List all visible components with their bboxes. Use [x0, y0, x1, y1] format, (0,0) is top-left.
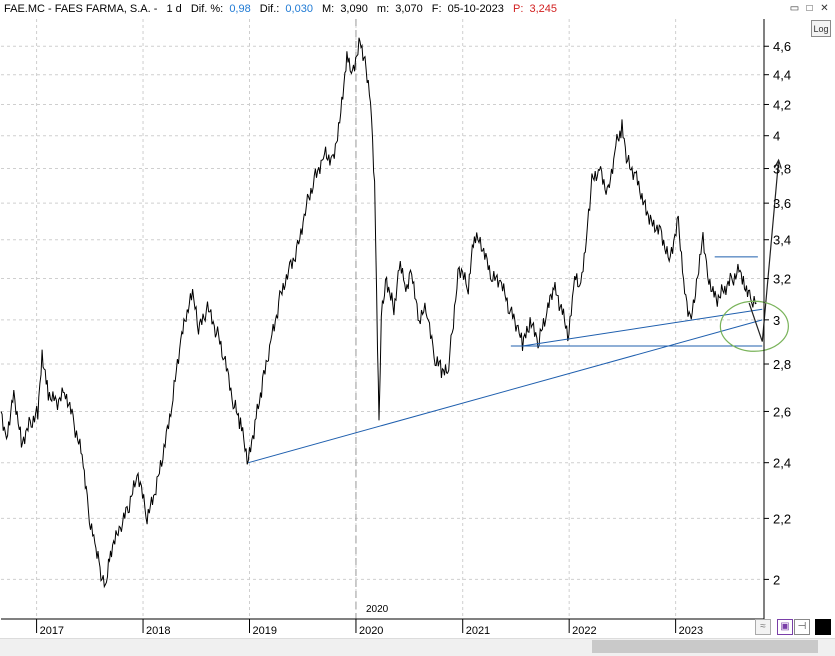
grid-lines — [1, 19, 764, 619]
y-tick-label: 3 — [773, 313, 780, 328]
y-tick-label: 2,8 — [773, 357, 791, 372]
price-value: 3,245 — [529, 3, 557, 15]
trendline — [248, 319, 763, 464]
min-value: 3,070 — [395, 3, 423, 15]
dif-value: 0,030 — [285, 3, 313, 15]
ticker-name: FAE.MC - FAES FARMA, S.A. - — [4, 3, 158, 15]
max-value: 3,090 — [340, 3, 368, 15]
x-axis-ticks: 2017 2018 2019 2020 2021 2022 2023 — [36, 619, 703, 637]
y-tick-label: 2,4 — [773, 456, 791, 471]
y-tick-label: 4 — [773, 129, 780, 144]
y-tick-label: 3,4 — [773, 233, 791, 248]
min-label: m: — [376, 3, 390, 15]
trendline — [522, 308, 763, 347]
close-button[interactable]: ✕ — [820, 3, 829, 14]
quote-header: FAE.MC - FAES FARMA, S.A. - 1 d Dif. %: … — [0, 0, 835, 19]
log-scale-button[interactable]: Log — [811, 20, 831, 37]
y-tick-label: 3,6 — [773, 196, 791, 211]
x-tick-label: 2023 — [679, 625, 703, 637]
y-tick-label: 3,2 — [773, 272, 791, 287]
y-tick-label: 2,2 — [773, 511, 791, 526]
scrollbar-thumb[interactable] — [592, 640, 818, 653]
x-tick-label: 2021 — [466, 625, 490, 637]
x-tick-label: 2019 — [253, 625, 277, 637]
y-tick-label: 4,2 — [773, 97, 791, 112]
y-tick-label: 4,4 — [773, 68, 791, 83]
zoom-fit-button[interactable]: ≈ — [755, 619, 771, 635]
period: 1 d — [166, 3, 182, 15]
minimize-button[interactable]: ▭ — [789, 3, 800, 14]
save-icon[interactable]: ▣ — [777, 619, 793, 635]
y-tick-label: 3,8 — [773, 162, 791, 177]
drawing-annotations — [248, 158, 789, 464]
y-tick-label: 2 — [773, 572, 780, 587]
max-label: M: — [322, 3, 335, 15]
projection-arrow — [748, 160, 780, 342]
maximize-button[interactable]: □ — [806, 3, 813, 14]
x-tick-label: 2020 — [359, 625, 383, 637]
y-tick-label: 2,6 — [773, 404, 791, 419]
pin-icon[interactable]: ⊣ — [794, 619, 810, 635]
background-color-button[interactable] — [815, 619, 831, 635]
dif-label: Dif.: — [259, 3, 280, 15]
x-tick-label: 2018 — [146, 625, 170, 637]
dif-pct-label: Dif. %: — [190, 3, 224, 15]
year-marker-label: 2020 — [366, 604, 389, 615]
price-series — [0, 37, 757, 589]
projection-arrowhead — [773, 158, 782, 169]
y-axis-ticks: 2 2,2 2,4 2,6 2,8 3 3,2 3,4 3,6 3,8 4 4,2 4,4 4,6 — [764, 39, 791, 587]
dif-pct-value: 0,98 — [229, 3, 251, 15]
price-label: P: — [512, 3, 524, 15]
highlight-ellipse — [719, 300, 789, 352]
date-value: 05-10-2023 — [447, 3, 504, 15]
x-tick-label: 2022 — [572, 625, 596, 637]
plot-area — [1, 19, 764, 619]
x-tick-label: 2017 — [40, 625, 64, 637]
y-tick-label: 4,6 — [773, 39, 791, 54]
date-label: F: — [431, 3, 442, 15]
price-line — [0, 37, 757, 589]
